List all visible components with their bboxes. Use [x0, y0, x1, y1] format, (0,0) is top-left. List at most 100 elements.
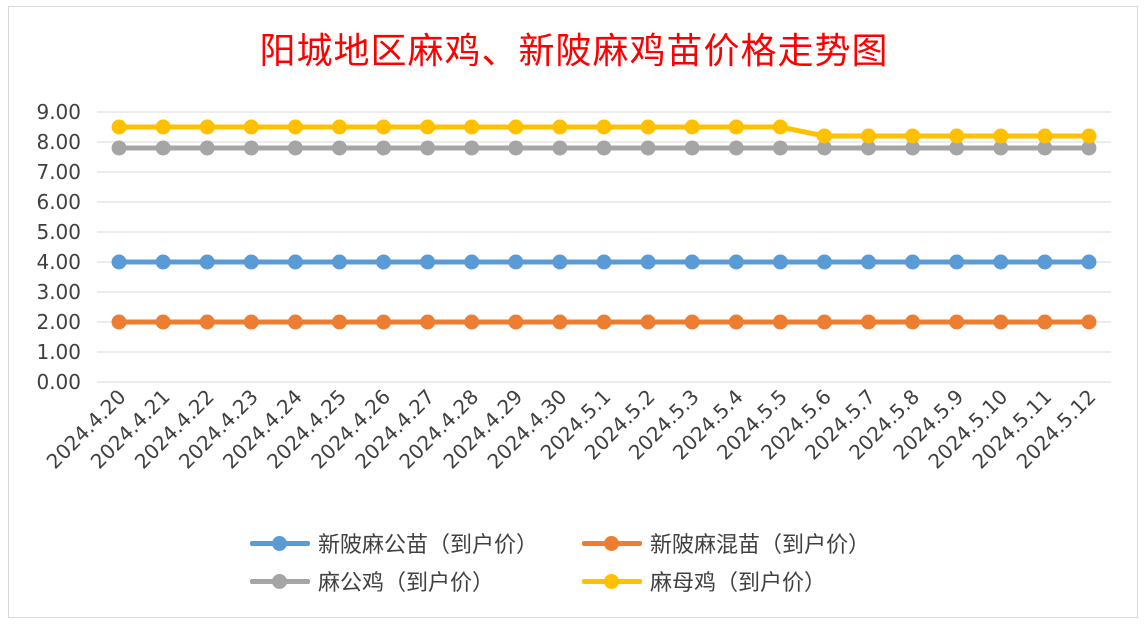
x-tick-labels: 2024.4.202024.4.212024.4.222024.4.232024…	[42, 385, 1101, 474]
data-point	[905, 128, 921, 144]
data-point	[552, 140, 568, 156]
data-point	[728, 314, 744, 330]
data-point	[728, 119, 744, 135]
data-point	[464, 254, 480, 270]
data-point	[861, 128, 877, 144]
data-point	[287, 119, 303, 135]
data-point	[861, 254, 877, 270]
data-point	[728, 140, 744, 156]
data-point	[596, 140, 612, 156]
series-3	[111, 119, 1097, 144]
data-point	[816, 314, 832, 330]
data-point	[949, 254, 965, 270]
data-point	[861, 314, 877, 330]
data-point	[772, 140, 788, 156]
y-tick-label: 8.00	[36, 130, 81, 154]
data-point	[640, 140, 656, 156]
data-point	[111, 119, 127, 135]
data-point	[1081, 128, 1097, 144]
data-point	[993, 140, 1009, 156]
data-point	[331, 314, 347, 330]
y-tick-label: 0.00	[36, 370, 81, 394]
data-point	[640, 314, 656, 330]
data-point	[596, 254, 612, 270]
data-point	[552, 314, 568, 330]
data-point	[552, 254, 568, 270]
data-point	[508, 254, 524, 270]
data-point	[111, 314, 127, 330]
data-point	[1081, 314, 1097, 330]
y-tick-label: 4.00	[36, 250, 81, 274]
data-point	[376, 254, 392, 270]
data-point	[772, 314, 788, 330]
data-point	[287, 140, 303, 156]
data-point	[464, 314, 480, 330]
y-tick-label: 5.00	[36, 220, 81, 244]
data-point	[111, 140, 127, 156]
data-point	[199, 314, 215, 330]
data-point	[243, 140, 259, 156]
data-point	[508, 119, 524, 135]
data-point	[508, 140, 524, 156]
data-point	[331, 140, 347, 156]
data-point	[508, 314, 524, 330]
data-point	[816, 128, 832, 144]
data-point	[772, 254, 788, 270]
data-point	[420, 254, 436, 270]
series-2	[111, 140, 1097, 156]
data-point	[949, 314, 965, 330]
data-point	[1037, 140, 1053, 156]
data-point	[640, 119, 656, 135]
data-point	[684, 314, 700, 330]
data-point	[684, 119, 700, 135]
series-0	[111, 254, 1097, 270]
series-group	[111, 119, 1097, 330]
data-point	[993, 128, 1009, 144]
data-point	[993, 314, 1009, 330]
series-1	[111, 314, 1097, 330]
data-point	[905, 254, 921, 270]
data-point	[772, 119, 788, 135]
y-tick-label: 1.00	[36, 340, 81, 364]
data-point	[596, 119, 612, 135]
y-tick-label: 3.00	[36, 280, 81, 304]
data-point	[331, 119, 347, 135]
data-point	[684, 140, 700, 156]
data-point	[155, 119, 171, 135]
data-point	[376, 119, 392, 135]
data-point	[596, 314, 612, 330]
data-point	[287, 314, 303, 330]
data-point	[111, 254, 127, 270]
data-point	[684, 254, 700, 270]
y-tick-label: 6.00	[36, 190, 81, 214]
data-point	[376, 140, 392, 156]
y-tick-labels: 0.00 1.00 2.00 3.00 4.00 5.00 6.00 7.00 8.00 9.00	[36, 100, 81, 394]
data-point	[155, 140, 171, 156]
data-point	[949, 140, 965, 156]
data-point	[949, 128, 965, 144]
data-point	[1081, 254, 1097, 270]
data-point	[464, 119, 480, 135]
chart-frame	[8, 6, 1138, 618]
data-point	[243, 314, 259, 330]
y-tick-label: 2.00	[36, 310, 81, 334]
y-tick-label: 9.00	[36, 100, 81, 124]
data-point	[155, 254, 171, 270]
data-point	[331, 254, 347, 270]
data-point	[905, 314, 921, 330]
data-point	[420, 314, 436, 330]
data-point	[993, 254, 1009, 270]
data-point	[905, 140, 921, 156]
data-point	[243, 254, 259, 270]
data-point	[199, 140, 215, 156]
data-point	[420, 119, 436, 135]
data-point	[199, 119, 215, 135]
data-point	[155, 314, 171, 330]
data-point	[861, 140, 877, 156]
data-point	[552, 119, 568, 135]
data-point	[1037, 314, 1053, 330]
y-tick-label: 7.00	[36, 160, 81, 184]
data-point	[464, 140, 480, 156]
data-point	[199, 254, 215, 270]
